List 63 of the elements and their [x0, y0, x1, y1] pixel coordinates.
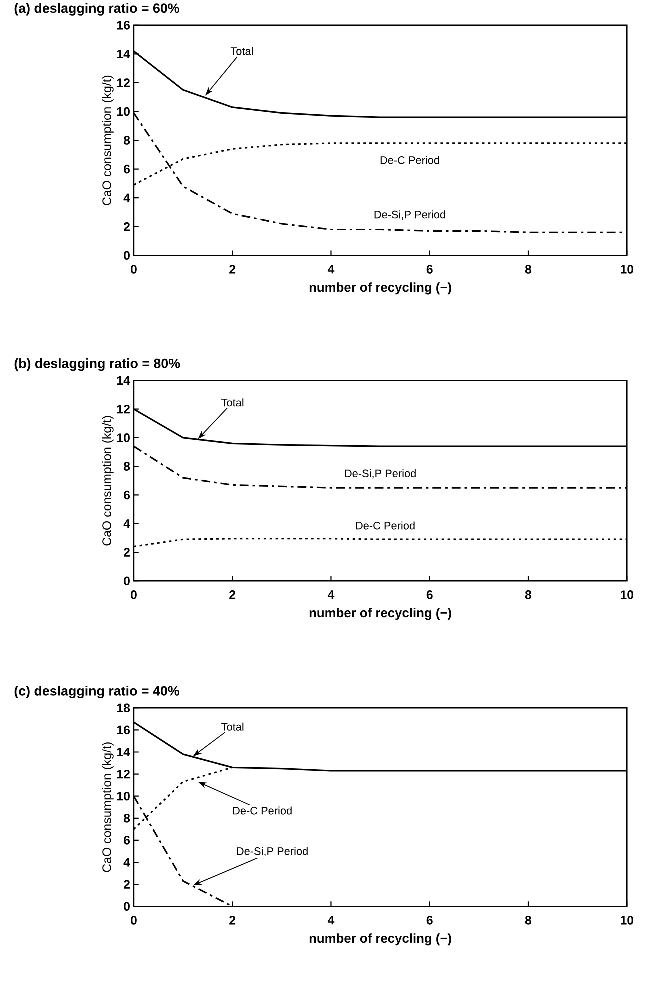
y-axis-title: CaO consumption (kg/t) — [102, 416, 114, 546]
y-tick-label: 12 — [117, 770, 130, 779]
x-tick-label: 2 — [230, 916, 236, 925]
y-tick-label: 8 — [124, 462, 130, 471]
x-axis-title: number of recycling (−) — [310, 934, 452, 946]
annotation: De-C Period — [356, 522, 415, 530]
x-tick-label: 4 — [328, 590, 335, 600]
x-tick-label: 0 — [131, 265, 137, 274]
x-tick-label: 8 — [525, 590, 532, 600]
y-tick-label: 10 — [117, 792, 130, 801]
annotation: Total — [222, 722, 244, 731]
annotation: Total — [222, 398, 244, 407]
y-tick-label: 2 — [124, 222, 130, 232]
y-axis-title: CaO consumption (kg/t) — [102, 76, 114, 206]
annotation: De-Si,P Period — [345, 470, 416, 479]
x-axis-title: number of recycling (−) — [310, 282, 452, 295]
annotation: Total — [230, 47, 253, 56]
x-tick-label: 0 — [131, 590, 137, 600]
y-tick-label: 12 — [117, 78, 130, 88]
y-tick-label: 8 — [124, 814, 130, 823]
y-tick-label: 14 — [117, 50, 130, 58]
x-tick-label: 6 — [426, 265, 433, 274]
x-tick-label: 10 — [621, 265, 634, 274]
y-tick-label: 8 — [124, 136, 130, 145]
y-tick-label: 0 — [124, 902, 130, 911]
y-tick-label: 10 — [117, 434, 130, 442]
annotation: De-C Period — [380, 156, 440, 164]
y-tick-label: 14 — [117, 748, 130, 757]
chart-title: (a) deslagging ratio = 60% — [14, 3, 180, 16]
annotation: De-C Period — [233, 806, 292, 815]
y-tick-label: 10 — [117, 107, 130, 116]
x-tick-label: 2 — [230, 265, 236, 274]
annotation: De-Si,P Period — [237, 847, 308, 857]
y-tick-label: 6 — [124, 164, 130, 174]
x-tick-label: 4 — [328, 916, 335, 925]
annotation: De-Si,P Period — [374, 210, 446, 220]
y-tick-label: 16 — [117, 21, 130, 30]
y-tick-label: 4 — [124, 520, 130, 528]
x-tick-label: 8 — [525, 916, 532, 925]
y-tick-label: 0 — [124, 576, 130, 586]
y-tick-label: 18 — [117, 704, 130, 713]
y-axis-title: CaO consumption (kg/t) — [102, 742, 114, 872]
y-tick-label: 2 — [124, 880, 130, 889]
x-tick-label: 8 — [525, 265, 532, 274]
y-tick-label: 12 — [117, 404, 130, 414]
y-tick-label: 2 — [124, 548, 130, 557]
y-tick-label: 4 — [124, 194, 130, 202]
y-tick-label: 6 — [124, 490, 130, 500]
x-tick-label: 10 — [621, 590, 634, 600]
y-tick-label: 6 — [124, 836, 130, 845]
y-tick-label: 16 — [117, 726, 130, 735]
x-tick-label: 6 — [426, 590, 433, 600]
y-tick-label: 14 — [117, 376, 130, 385]
chart-title: (c) deslagging ratio = 40% — [14, 686, 180, 699]
x-tick-label: 10 — [621, 916, 634, 925]
x-tick-label: 4 — [328, 265, 335, 274]
x-tick-label: 0 — [131, 916, 137, 925]
y-tick-label: 0 — [124, 251, 130, 260]
x-axis-title: number of recycling (−) — [310, 608, 452, 620]
x-tick-label: 6 — [426, 916, 433, 925]
chart-title: (b) deslagging ratio = 80% — [14, 358, 180, 372]
x-tick-label: 2 — [230, 590, 236, 600]
y-tick-label: 4 — [124, 858, 130, 867]
